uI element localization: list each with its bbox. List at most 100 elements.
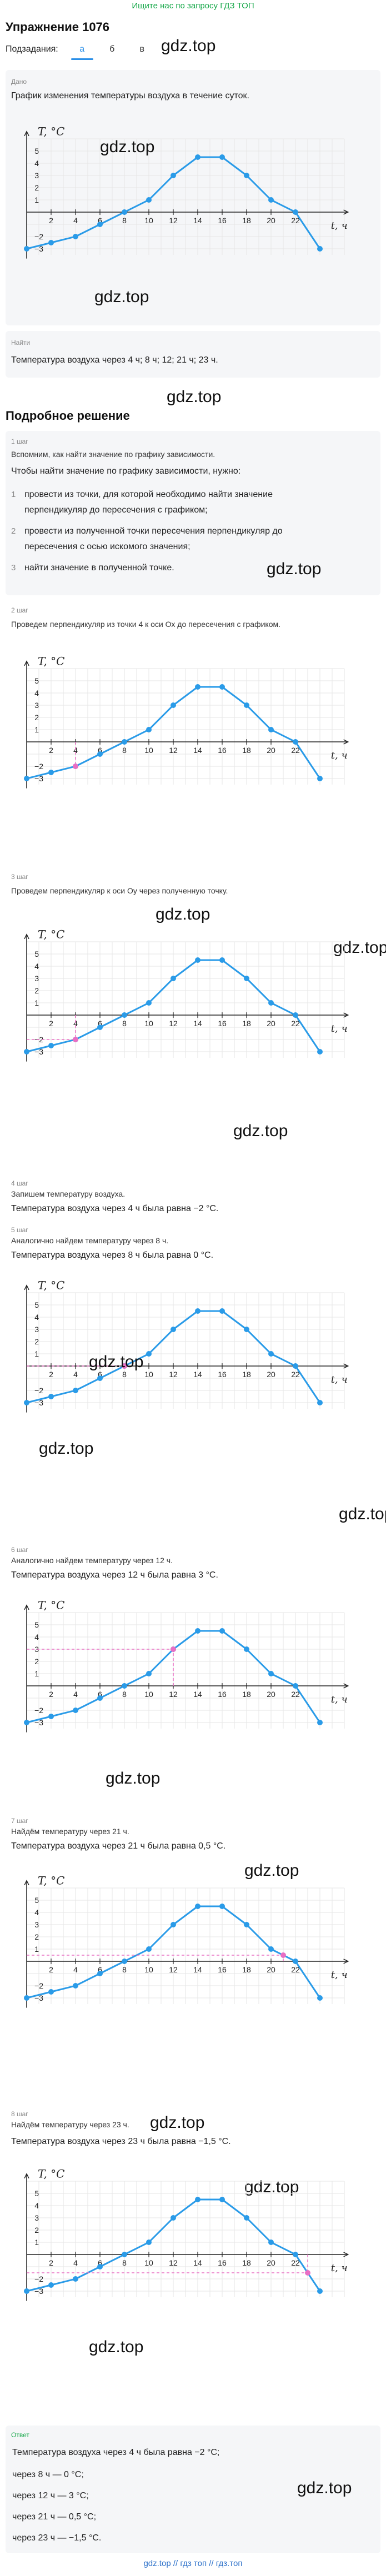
x-tick-label: 20 xyxy=(267,216,275,225)
data-point xyxy=(48,770,54,775)
data-point xyxy=(268,2239,274,2245)
x-tick-label: 2 xyxy=(49,1690,53,1699)
x-axis-arrow xyxy=(343,739,349,745)
x-tick-label: 10 xyxy=(144,1370,153,1379)
x-tick-label: 8 xyxy=(122,746,127,755)
data-point xyxy=(293,1683,298,1689)
y-tick-label: 1 xyxy=(34,195,39,204)
x-tick-label: 22 xyxy=(291,1019,300,1028)
temperature-chart: T, °C t, ч 2 4 6 8 10 12 14 16 18 20 22 1 2 3 4 5 −2 −3 xyxy=(17,651,361,806)
data-point xyxy=(317,1720,323,1725)
y-tick-label: 5 xyxy=(34,2189,39,2198)
data-point xyxy=(146,2239,152,2245)
data-point xyxy=(48,1043,54,1048)
data-point xyxy=(171,1922,176,1927)
x-axis-label: t, ч xyxy=(331,1023,348,1035)
data-point xyxy=(317,1400,323,1405)
data-point xyxy=(122,1959,127,1964)
x-tick-label: 16 xyxy=(218,1019,227,1028)
x-tick-label: 8 xyxy=(122,1690,127,1699)
data-point xyxy=(268,197,274,203)
x-axis-label: t, ч xyxy=(331,1694,348,1705)
x-tick-label: 10 xyxy=(144,1690,153,1699)
subtask-tab-v[interactable]: в xyxy=(139,44,144,54)
data-point xyxy=(268,1946,274,1952)
watermark: gdz.top xyxy=(161,37,216,55)
list-number: 2 xyxy=(11,526,16,536)
promo-banner[interactable]: Ищите нас по запросу ГДЗ ТОП xyxy=(132,1,254,11)
data-point xyxy=(317,1995,323,2001)
x-tick-label: 14 xyxy=(193,216,202,225)
x-tick-label: 18 xyxy=(242,216,251,225)
y-tick-label: −2 xyxy=(34,762,43,771)
y-axis-label: T, °C xyxy=(38,1278,64,1292)
data-point xyxy=(219,1308,225,1314)
x-tick-label: 10 xyxy=(144,1965,153,1974)
list-line: пересечения с осью искомого значения; xyxy=(24,542,191,551)
y-tick-label: 4 xyxy=(34,1633,39,1641)
list-line: провести из полученной точки пересечения… xyxy=(24,526,283,536)
step-tag: 6 шаг xyxy=(11,1546,28,1554)
data-point xyxy=(219,957,225,963)
y-tick-label: 3 xyxy=(34,1325,39,1334)
y-tick-label: 2 xyxy=(34,986,39,995)
x-tick-label: 20 xyxy=(267,1965,275,1974)
y-axis-label: T, °C xyxy=(38,927,64,941)
watermark: gdz.top xyxy=(267,560,322,578)
y-tick-label: 1 xyxy=(34,998,39,1007)
step-tag: 2 шаг xyxy=(11,606,28,614)
step-result: Температура воздуха через 12 ч была равн… xyxy=(11,1570,218,1580)
step-result: Температура воздуха через 21 ч была равн… xyxy=(11,1841,226,1851)
y-tick-label: 4 xyxy=(34,962,39,971)
list-item: 2 провести из полученной точки пересечени… xyxy=(11,524,283,539)
list-line: найти значение в полученной точке. xyxy=(24,563,174,573)
x-tick-label: 6 xyxy=(98,2258,102,2267)
step-note: Найдём температуру через 23 ч. xyxy=(11,2120,129,2129)
data-point xyxy=(24,1720,29,1725)
y-tick-label: 5 xyxy=(34,950,39,958)
y-tick-label: 3 xyxy=(34,171,39,180)
footer-links[interactable]: gdz.top // гдз топ // гдз.топ xyxy=(143,2559,243,2568)
data-point xyxy=(48,1989,54,1995)
page-title: Упражнение 1076 xyxy=(6,20,110,34)
step-note: Найдём температуру через 21 ч. xyxy=(11,1827,129,1836)
x-tick-label: 2 xyxy=(49,1965,53,1974)
data-point xyxy=(293,1012,298,1018)
answer-line: Температура воздуха через 4 ч была равна… xyxy=(12,2448,220,2457)
y-tick-label: 1 xyxy=(34,725,39,734)
y-tick-label: −2 xyxy=(34,232,43,241)
data-point xyxy=(244,702,249,708)
data-point xyxy=(97,1025,103,1030)
x-tick-label: 6 xyxy=(98,746,102,755)
data-point xyxy=(146,1671,152,1676)
x-tick-label: 18 xyxy=(242,746,251,755)
data-point xyxy=(244,1646,249,1652)
x-tick-label: 22 xyxy=(291,1690,300,1699)
data-point xyxy=(219,1904,225,1909)
x-tick-label: 14 xyxy=(193,1019,202,1028)
intersection-point xyxy=(171,1646,176,1652)
data-point xyxy=(73,1983,78,1989)
step-lead: Чтобы найти значение по графику зависимо… xyxy=(11,466,241,476)
data-point xyxy=(97,1695,103,1701)
y-tick-label: 5 xyxy=(34,1896,39,1905)
data-point xyxy=(293,739,298,745)
data-point xyxy=(48,240,54,245)
x-tick-label: 6 xyxy=(98,1370,102,1379)
find-text: Температура воздуха через 4 ч; 8 ч; 12; … xyxy=(11,355,218,365)
step-6-card: 6 шаг Аналогично найдем температуру чере… xyxy=(6,1541,380,1808)
data-point xyxy=(73,234,78,239)
x-tick-label: 8 xyxy=(122,2258,127,2267)
subtask-tab-a[interactable]: а xyxy=(68,44,96,60)
x-axis-label: t, ч xyxy=(331,1374,348,1385)
data-point xyxy=(146,1946,152,1952)
x-tick-label: 10 xyxy=(144,2258,153,2267)
x-tick-label: 16 xyxy=(218,1690,227,1699)
watermark: gdz.top xyxy=(167,388,222,406)
list-line: перпендикуляр до пересечения с графиком; xyxy=(24,505,208,515)
subtask-tab-b[interactable]: б xyxy=(109,44,115,54)
data-point xyxy=(244,1922,249,1927)
x-tick-label: 16 xyxy=(218,216,227,225)
